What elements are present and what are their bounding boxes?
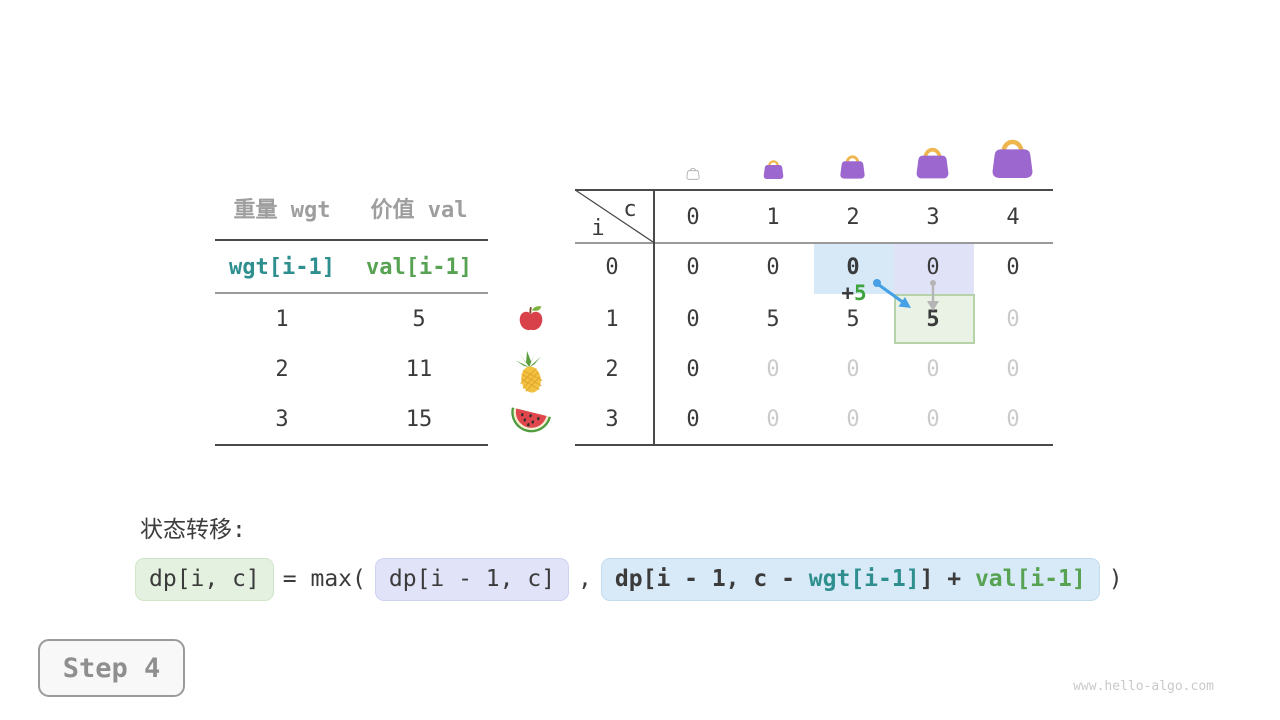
added-value: 5 [854,281,867,305]
dp-cell-r3-c0: 0 [686,407,700,432]
dp-col-header-4: 4 [1006,205,1020,230]
dp-cell-r2-c1: 0 [766,357,780,382]
formula-close-paren: ) [1108,566,1123,592]
item-table-val-subheader: val[i-1] [366,255,472,280]
dp-corner-row-label: i [591,216,605,241]
plus-sign: + [841,281,854,305]
item-table-wgt-subheader: wgt[i-1] [229,255,335,280]
dp-cell-r0-c4: 0 [1006,255,1020,280]
item-table-mid-divider [215,292,488,294]
bag-medium-icon [840,155,865,179]
dp-cell-r3-c4: 0 [1006,407,1020,432]
dp-table-top-rule [575,189,1053,191]
dp-cell-r1-c0: 0 [686,307,700,332]
dp-col-header-2: 2 [846,205,860,230]
formula-arg1-box: dp[i - 1, c] [374,558,570,601]
dp-col-header-0: 0 [686,205,700,230]
formula-arg2-bracket-plus: ] + [919,566,975,592]
dp-cell-r2-c3: 0 [926,357,940,382]
formula-lhs-box: dp[i, c] [135,558,274,601]
dp-table-bottom-rule [575,444,1053,446]
dp-row-header-2: 2 [605,357,619,382]
item-table-bottom-divider [215,444,488,446]
formula-arg2-wgt: wgt[i-1] [808,566,920,592]
transition-formula: dp[i, c] = max( dp[i - 1, c] , dp[i - 1,… [135,558,1123,601]
formula-arg2-val: val[i-1] [974,566,1086,592]
dp-col-header-3: 3 [926,205,940,230]
dp-cell-r0-c2: 0 [846,255,860,280]
dp-cell-r1-c2: 5 [846,307,860,332]
dp-corner-diagonal [575,189,654,243]
dp-row-header-3: 3 [605,407,619,432]
apple-icon [519,306,543,331]
formula-eq-max: = max( [282,566,366,592]
dp-table-vertical-rule [653,189,655,446]
dp-table-header-rule [575,242,1053,244]
bag-large-icon [916,147,949,179]
dp-cell-r0-c1: 0 [766,255,780,280]
watermark-url: www.hello-algo.com [1073,679,1214,694]
dp-cell-r1-c3: 5 [926,307,940,332]
state-transition-label: 状态转移: [140,517,246,543]
dp-col-header-1: 1 [766,205,780,230]
item-wgt-3: 3 [275,407,289,432]
bag-xlarge-icon [992,139,1033,178]
item-table-value-header: 价值 val [370,198,468,223]
formula-arg2-dp: dp[i - 1, c - [614,566,809,592]
watermelon-icon [511,407,552,433]
dp-cell-r0-c3: 0 [926,255,940,280]
formula-arg2-box: dp[i - 1, c - wgt[i-1]] + val[i-1] [600,558,1100,601]
dp-cell-r3-c2: 0 [846,407,860,432]
dp-row-header-0: 0 [605,255,619,280]
dp-cell-r1-c4: 0 [1006,307,1020,332]
item-wgt-1: 1 [275,307,289,332]
item-val-1: 5 [412,307,426,332]
dp-cell-r0-c0: 0 [686,255,700,280]
dp-cell-r2-c4: 0 [1006,357,1020,382]
dp-cell-r3-c3: 0 [926,407,940,432]
formula-comma: , [578,566,592,592]
step-button[interactable]: Step 4 [38,639,185,697]
dp-corner-col-label: c [623,197,637,222]
step-button-label: Step 4 [62,652,161,684]
item-table-weight-header: 重量 wgt [233,198,331,223]
dp-row-header-1: 1 [605,307,619,332]
dp-cell-r2-c2: 0 [846,357,860,382]
pineapple-icon [515,351,543,393]
item-val-3: 15 [405,407,433,432]
bag-empty-icon [686,167,700,180]
bag-small-icon [763,160,784,179]
dp-cell-r1-c1: 5 [766,307,780,332]
transition-add-value-label: +5 [841,281,866,305]
item-wgt-2: 2 [275,357,289,382]
item-val-2: 11 [405,357,433,382]
dp-cell-r2-c0: 0 [686,357,700,382]
item-table-top-divider [215,239,488,241]
dp-cell-r3-c1: 0 [766,407,780,432]
